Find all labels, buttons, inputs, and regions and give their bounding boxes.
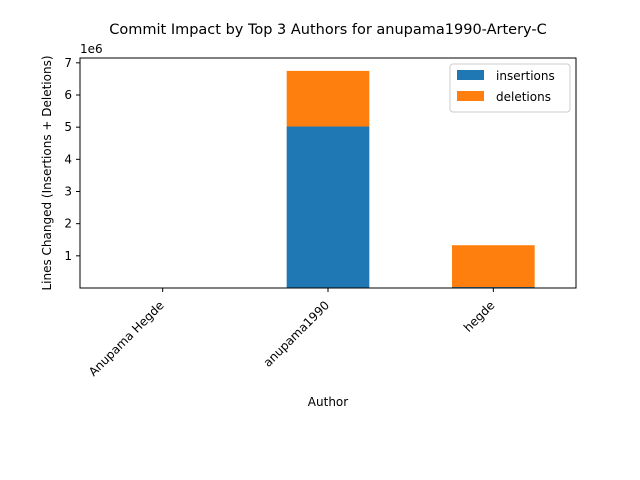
bar-insertions-1 bbox=[286, 126, 370, 288]
y-tick-label: 7 bbox=[64, 56, 72, 70]
y-tick-label: 4 bbox=[64, 152, 72, 166]
y-tick-label: 6 bbox=[64, 88, 72, 102]
y-offset-label: 1e6 bbox=[80, 42, 103, 56]
bar-deletions-2 bbox=[452, 245, 535, 288]
y-tick-label: 3 bbox=[64, 184, 72, 198]
legend: insertions deletions bbox=[449, 63, 571, 113]
x-tick-label: Anupama Hegde bbox=[86, 298, 167, 379]
y-axis-label: Lines Changed (Insertions + Deletions) bbox=[40, 55, 54, 290]
legend-swatch-insertions bbox=[457, 70, 484, 80]
y-tick-label: 2 bbox=[64, 217, 72, 231]
plot-area bbox=[286, 70, 535, 288]
chart-title: Commit Impact by Top 3 Authors for anupa… bbox=[109, 22, 546, 38]
x-tick-label: anupama1990 bbox=[261, 298, 333, 370]
x-axis: Anupama Hegde anupama1990 hegde bbox=[86, 288, 497, 379]
x-tick-label: hegde bbox=[461, 298, 497, 334]
legend-label-insertions: insertions bbox=[496, 69, 555, 83]
x-axis-label: Author bbox=[308, 395, 348, 409]
bar-deletions-1 bbox=[286, 70, 370, 127]
legend-label-deletions: deletions bbox=[496, 90, 551, 104]
y-tick-label: 5 bbox=[64, 120, 72, 134]
y-tick-label: 1 bbox=[64, 249, 72, 263]
legend-swatch-deletions bbox=[457, 91, 484, 101]
y-axis: 1 2 3 4 5 6 7 bbox=[64, 56, 80, 263]
